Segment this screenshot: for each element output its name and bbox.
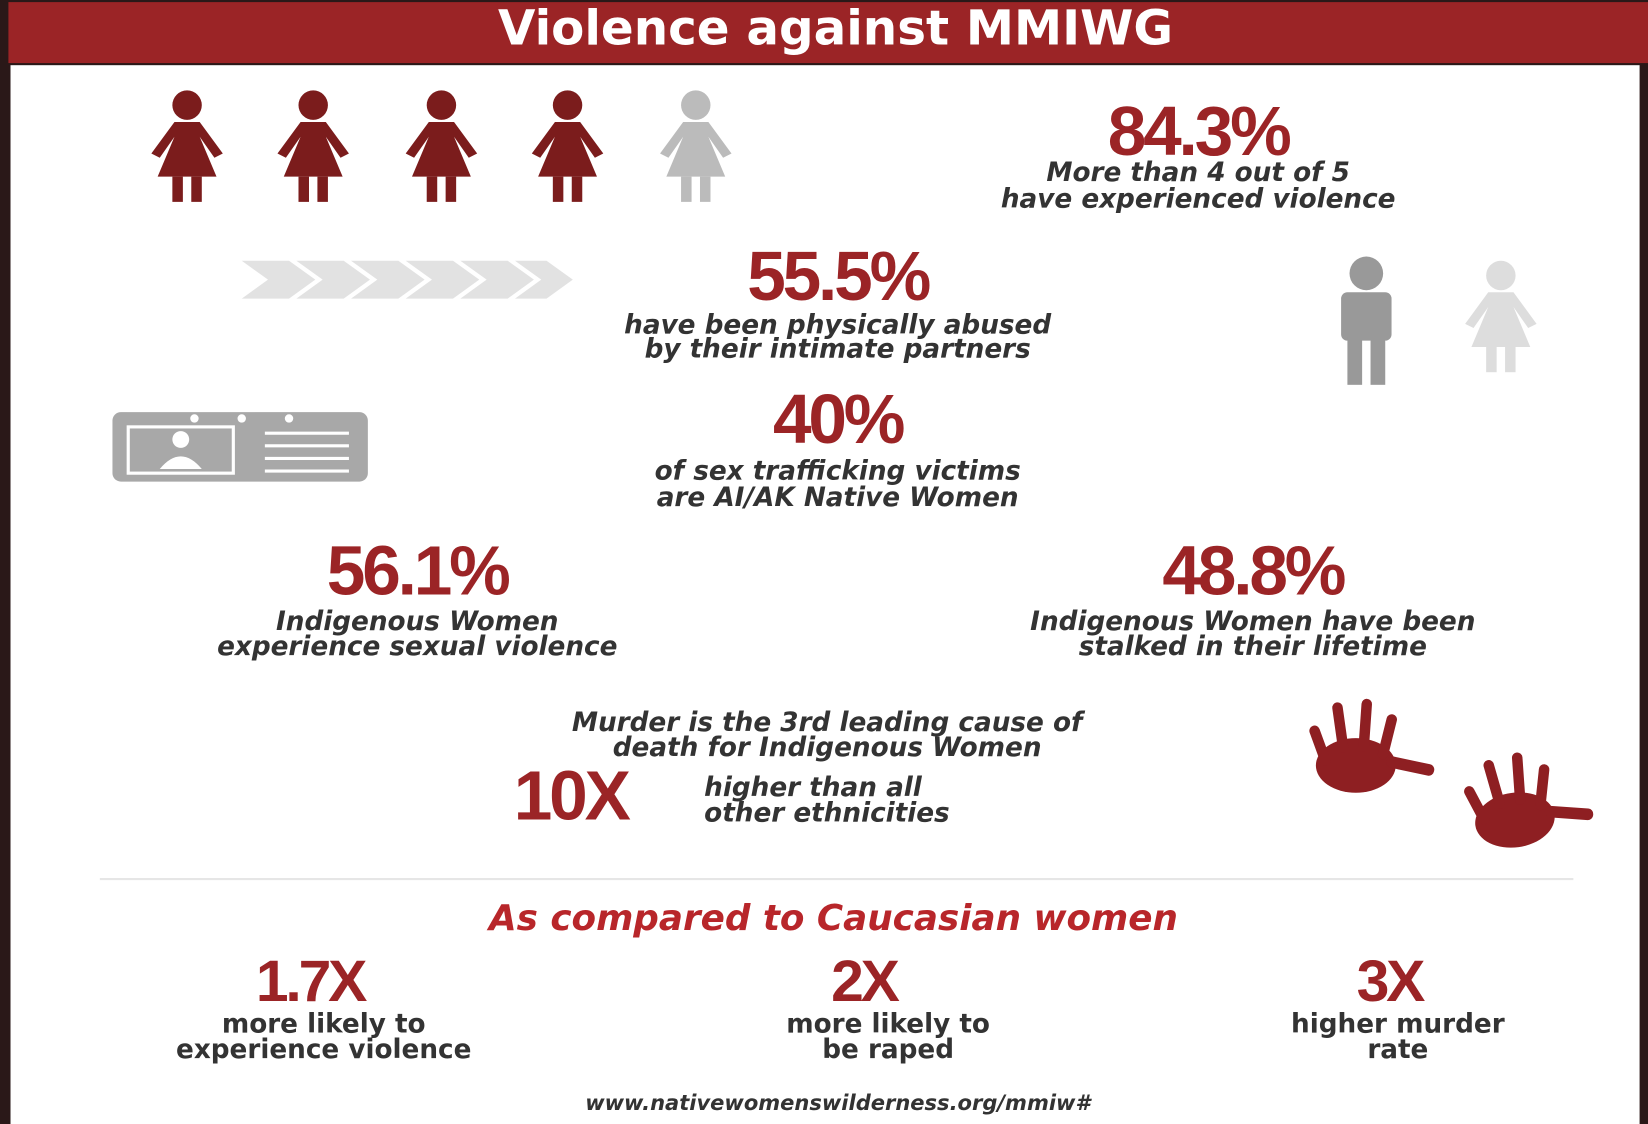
comparison-title: As compared to Caucasian women xyxy=(486,898,1178,939)
comparison-value: 2X xyxy=(831,949,900,1014)
stat-text: experience sexual violence xyxy=(217,632,617,662)
murder-text: death for Indigenous Women xyxy=(613,733,1042,763)
title: Violence against MMIWG xyxy=(498,1,1173,57)
stat-text: stalked in their lifetime xyxy=(1079,632,1427,662)
stat-value: 40% xyxy=(773,380,904,458)
stat-value: 48.8% xyxy=(1162,532,1344,610)
murder-note: other ethnicities xyxy=(704,798,950,828)
comparison-value: 1.7X xyxy=(256,949,367,1014)
stat-value: 55.5% xyxy=(747,237,929,315)
comparison-value: 3X xyxy=(1357,949,1426,1014)
comparison-text: experience violence xyxy=(176,1035,471,1065)
murder-value: 10X xyxy=(514,757,631,835)
stat-value: 56.1% xyxy=(327,532,509,610)
stat-text: by their intimate partners xyxy=(645,335,1031,365)
id-card-icon xyxy=(112,412,367,481)
comparison-text: be raped xyxy=(822,1035,954,1065)
comparison-text: rate xyxy=(1367,1035,1428,1065)
infographic: Violence against MMIWG 84.3% More than 4… xyxy=(0,0,1648,1124)
stat-text: are AI/AK Native Women xyxy=(657,483,1019,513)
stat-text: have experienced violence xyxy=(1001,184,1396,214)
footer-url: www.nativewomenswilderness.org/mmiw# xyxy=(585,1090,1092,1115)
